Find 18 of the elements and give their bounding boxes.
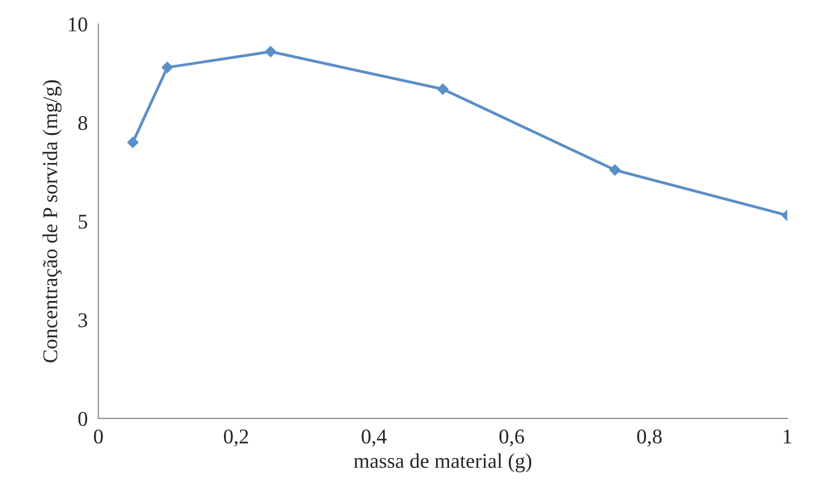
point (264, 46, 276, 58)
x-tick-label: 0 (94, 429, 103, 444)
y-tick-label: 3 (78, 313, 88, 328)
point (162, 62, 173, 74)
x-tick-label: 0,6 (499, 429, 524, 447)
point (127, 136, 138, 148)
x-tick-label: 0,2 (224, 429, 248, 447)
x-axis-title: massa de material (g) (354, 453, 532, 472)
point (437, 84, 448, 95)
y-tick-label: 8 (78, 116, 88, 130)
y-tick-label: 5 (78, 214, 88, 229)
y-tick-label: 10 (68, 17, 88, 32)
point (609, 164, 621, 176)
x-tick-label: 1 (784, 430, 792, 444)
x-tick-label: 0,8 (637, 429, 662, 447)
y-tick-label: 0 (78, 412, 88, 426)
y-axis-title: Concentração de P sorvida (mg/g) (42, 80, 62, 362)
x-tick-label: 0,4 (362, 429, 387, 447)
